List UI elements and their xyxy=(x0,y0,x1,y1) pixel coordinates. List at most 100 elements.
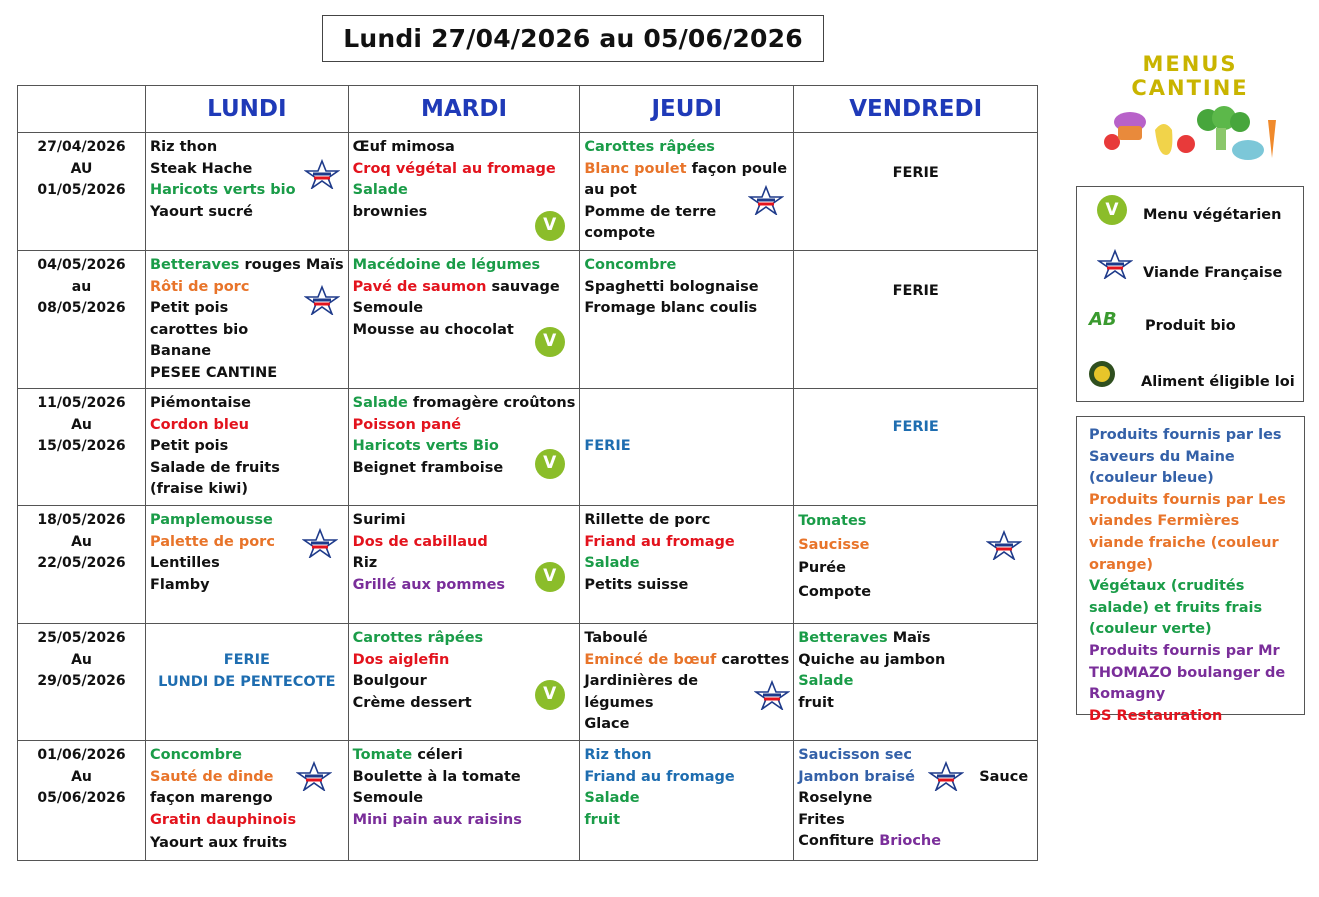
menu-cell-vendredi: Saucisson sec Jambon braisé Sauce Roselyn… xyxy=(793,740,1039,861)
dish: rouges Maïs xyxy=(244,257,344,273)
dish: Surimi xyxy=(352,512,406,528)
dish: Spaghetti bolognaise xyxy=(584,278,759,295)
dish: Banane xyxy=(150,343,212,359)
menu-cell-lundi: Concombre Sauté de dinde façon marengo G… xyxy=(145,740,349,861)
dish: Riz xyxy=(352,555,378,571)
viande-francaise-icon xyxy=(754,680,791,710)
legend-viande: Viande Française xyxy=(1143,265,1283,281)
dish: Tomates xyxy=(798,513,867,529)
dish: sauvage xyxy=(491,278,560,295)
menu-cell-jeudi: Concombre Spaghetti bolognaise Fromage b… xyxy=(579,250,795,389)
date-start: 27/04/2026 xyxy=(37,139,126,155)
dish: Concombre xyxy=(150,747,242,763)
dish: Purée xyxy=(798,560,846,576)
supplier-item: DS Restauration xyxy=(1089,707,1223,724)
dish: Emincé de bœuf xyxy=(584,651,717,668)
dish: Betteraves xyxy=(150,257,240,273)
dish: fromagère croûtons xyxy=(412,395,576,411)
menu-table: LUNDI MARDI JEUDI VENDREDI 27/04/2026 AU… xyxy=(17,85,1039,861)
dish: Blanc poulet xyxy=(584,160,687,177)
table-row: 11/05/2026 Au 15/05/2026 Piémontaise Cor… xyxy=(17,388,1039,506)
dish: Petits suisse xyxy=(584,576,689,593)
page-title: Lundi 27/04/2026 au 05/06/2026 xyxy=(322,15,824,62)
header-lundi: LUNDI xyxy=(145,85,349,133)
menu-cell-vendredi: FERIE xyxy=(793,388,1039,506)
date-end: 08/05/2026 xyxy=(37,300,126,316)
header-empty xyxy=(17,85,146,133)
dish: Quiche au jambon xyxy=(798,651,946,668)
menu-cell-lundi: FERIE LUNDI DE PENTECOTE xyxy=(145,623,349,741)
vegetarian-icon: V xyxy=(534,680,565,710)
supplier-item: Végétaux (crudités salade) et fruits fra… xyxy=(1089,578,1263,638)
dish: façon marengo xyxy=(150,790,273,806)
ferie-label: FERIE xyxy=(584,438,631,454)
dish: Yaourt aux fruits xyxy=(150,835,288,851)
header-jeudi: JEUDI xyxy=(579,85,795,133)
menu-cell-lundi: Riz thon Steak Hache Haricots verts bio … xyxy=(145,132,349,251)
dish: Dos aiglefin xyxy=(352,651,450,668)
dish: carottes xyxy=(721,651,790,668)
ferie-label: FERIE xyxy=(892,165,939,181)
dish: façon poule au pot xyxy=(584,160,788,199)
menu-cell-lundi: Pamplemousse Palette de porc Lentilles F… xyxy=(145,505,349,624)
legend-vegetarien: Menu végétarien xyxy=(1143,207,1282,223)
date-start: 18/05/2026 xyxy=(37,512,126,528)
bio-icon: AB xyxy=(1089,309,1117,330)
dish: Salade de fruits (fraise kiwi) xyxy=(150,459,280,498)
supplier-item: Produits fournis par les Saveurs du Main… xyxy=(1089,427,1282,487)
legend-icons: V Menu végétarien Viande Française AB Pr… xyxy=(1076,186,1304,402)
dish: Macédoine de légumes xyxy=(352,257,541,273)
header-mardi: MARDI xyxy=(347,85,581,133)
dish: Jambon braisé xyxy=(798,768,915,785)
dish: Salade xyxy=(798,673,854,689)
date-start: 25/05/2026 xyxy=(37,630,126,646)
logo-title: MENUS CANTINE xyxy=(1131,52,1249,100)
ferie-label: FERIE xyxy=(892,283,939,299)
egalim-icon xyxy=(1089,361,1115,387)
menu-cell-jeudi: Taboulé Emincé de bœuf carottes Jardiniè… xyxy=(579,623,795,741)
dish: Roselyne xyxy=(798,790,873,806)
table-row: 27/04/2026 AU 01/05/2026 Riz thon Steak … xyxy=(17,132,1039,251)
date-start: 11/05/2026 xyxy=(37,395,126,411)
dish: Saucisse xyxy=(798,536,870,553)
menu-cell-vendredi: FERIE xyxy=(793,250,1039,389)
vegetarian-icon: V xyxy=(534,327,565,357)
dish: Riz thon xyxy=(150,139,218,155)
dish: Salade xyxy=(584,555,640,571)
dish: Jardinières de légumes xyxy=(584,673,699,711)
dish: Friand au fromage xyxy=(584,533,735,550)
dish: Croq végétal au fromage xyxy=(352,160,556,177)
table-row: 01/06/2026 Au 05/06/2026 Concombre Sauté… xyxy=(17,740,1039,861)
dish: PESEE CANTINE xyxy=(150,364,278,381)
table-row: 18/05/2026 Au 22/05/2026 Pamplemousse Pa… xyxy=(17,505,1039,624)
dish: Salade xyxy=(352,395,408,411)
menu-cell-mardi: Salade fromagère croûtons Poisson pané H… xyxy=(347,388,581,506)
ferie-label: LUNDI DE PENTECOTE xyxy=(158,673,336,690)
dish: Confiture xyxy=(798,833,875,849)
dish: Pavé de saumon xyxy=(352,278,487,295)
supplier-item: Produits fournis par Mr THOMAZO boulange… xyxy=(1089,642,1286,703)
dish: Lentilles xyxy=(150,555,220,571)
dish: Poisson pané xyxy=(352,416,462,433)
menu-cell-mardi: Surimi Dos de cabillaud Riz Grillé aux p… xyxy=(347,505,581,624)
dish: Pomme de terre xyxy=(584,203,717,220)
date-sep: au xyxy=(71,278,92,295)
viande-francaise-icon xyxy=(1097,249,1133,279)
dish: Sauté de dinde xyxy=(150,768,274,785)
viande-francaise-icon xyxy=(986,530,1023,560)
date-end: 15/05/2026 xyxy=(37,438,126,454)
week-dates: 27/04/2026 AU 01/05/2026 xyxy=(17,132,146,251)
menu-cell-mardi: Macédoine de légumes Pavé de saumon sauv… xyxy=(347,250,581,389)
supplier-legend: Produits fournis par les Saveurs du Main… xyxy=(1076,416,1305,724)
dish: Saucisson sec xyxy=(798,747,912,763)
ferie-label: FERIE xyxy=(223,652,270,668)
menu-cell-jeudi: FERIE xyxy=(579,388,795,506)
dish: compote xyxy=(584,225,656,241)
viande-francaise-icon xyxy=(928,761,965,791)
dish: Taboulé xyxy=(584,630,648,646)
dish: brownies xyxy=(352,203,428,220)
dish: Concombre xyxy=(584,257,677,273)
week-dates: 04/05/2026 au 08/05/2026 xyxy=(17,250,146,389)
supplier-item: Produits fournis par Les viandes Fermièr… xyxy=(1089,491,1286,573)
date-sep: AU xyxy=(70,160,93,177)
